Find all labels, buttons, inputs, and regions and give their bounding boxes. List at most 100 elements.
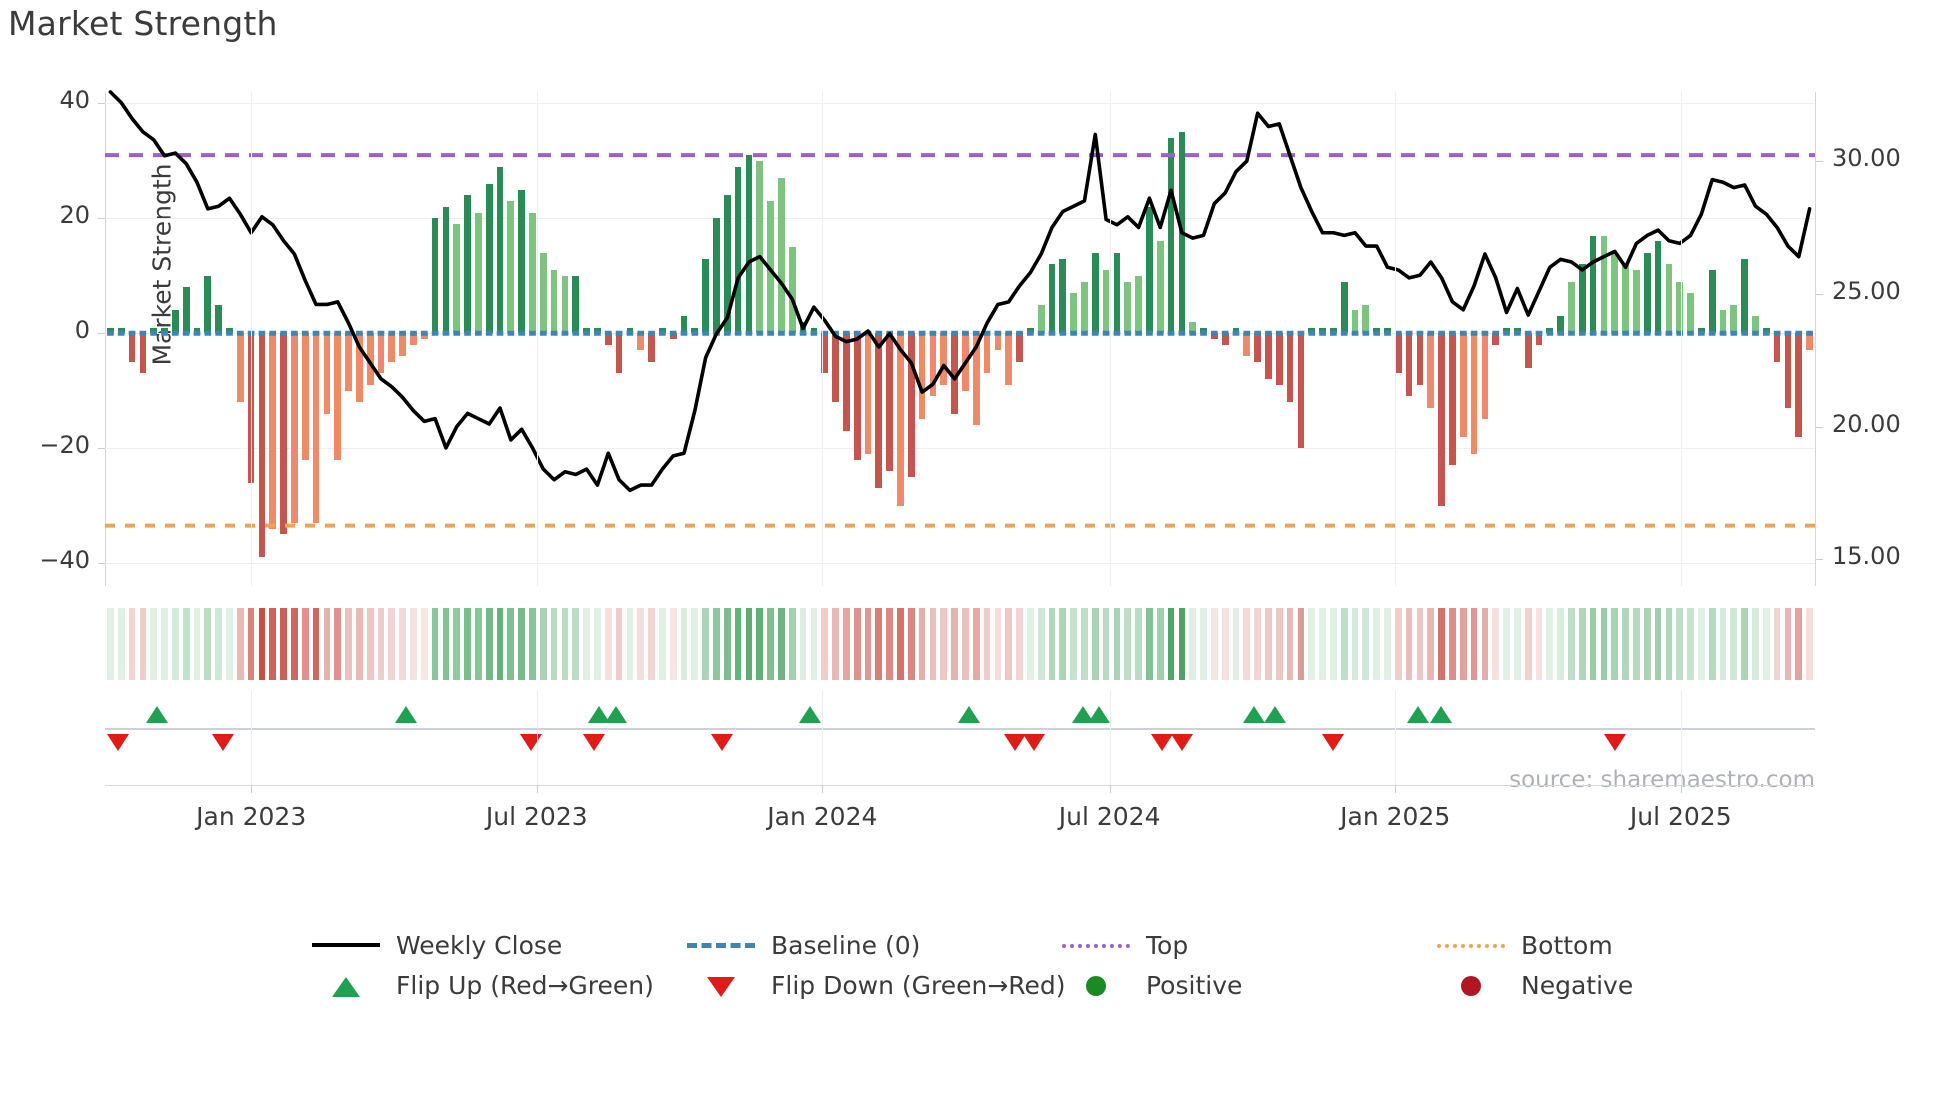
flip-up-marker [1429,706,1452,723]
heat-strip-cell [821,608,829,680]
legend-item[interactable]: Flip Down (Green→Red) [685,965,1066,1005]
heat-strip-cell [1113,608,1121,680]
heat-strip-cell [1178,608,1186,680]
legend-item[interactable]: Bottom [1435,925,1613,965]
legend-item[interactable]: Top [1060,925,1188,965]
heat-strip-cell [1795,608,1803,680]
legend-swatch-glyph [1062,944,1130,948]
heat-strip-cell [507,608,515,680]
strength-bar [1210,333,1218,339]
y-gridline [105,448,1815,450]
heat-strip-cell [875,608,883,680]
heat-strip-cell [377,608,385,680]
y-axis-left-tick-label: −20 [39,431,90,460]
heat-strip-cell [355,608,363,680]
strength-bar [1708,270,1716,334]
strength-bar [1200,327,1207,334]
heat-strip-cell [626,608,634,680]
heat-strip-cell [291,608,298,680]
heat-strip-cell [1373,608,1381,680]
strength-bar [1449,333,1456,466]
heat-strip-cell [1308,608,1316,680]
strength-bar [1091,252,1099,334]
heat-strip-cell [1524,608,1532,680]
strength-bar [897,333,904,506]
strength-bar [1037,304,1045,334]
legend-row-1: Weekly Close Baseline (0) Top Bottom [0,925,1960,965]
heat-strip-cell [128,608,136,680]
flip-down-marker [106,734,129,751]
y-gridline [105,333,1815,335]
strength-bar [832,333,839,403]
strength-bar [312,333,320,523]
x-axis-tick-label: Jan 2024 [767,802,878,831]
x-gridline-plot [536,92,538,586]
heat-strip-cell [723,608,731,680]
legend-item[interactable]: Weekly Close [310,925,562,965]
heat-strip-cell [691,608,699,680]
heat-strip-cell [1611,608,1619,680]
strength-bar [1665,264,1673,334]
x-axis-tick-mark [1395,785,1397,793]
flip-up-marker [146,706,169,723]
flip-up-marker [605,706,628,723]
strength-bar [1059,258,1067,334]
heat-strip-cell [1687,608,1694,680]
heat-strip-cell [659,608,666,680]
heat-strip-cell [853,608,861,680]
x-axis-tick-label: Jul 2025 [1629,802,1732,831]
legend-label: Flip Up (Red→Green) [396,970,654,1000]
strength-bar [691,327,699,334]
y-axis-left-tick-mark [98,103,105,105]
strength-bar [464,195,471,334]
heat-strip-cell [258,608,266,680]
legend-item[interactable]: Positive [1060,965,1242,1005]
strength-bar [1492,333,1500,345]
strength-bar [204,275,212,334]
strength-bar [107,327,114,334]
triangle-down-red-icon [685,974,757,997]
heat-strip-cell [929,608,937,680]
plot-overlay-svg [105,90,1815,528]
heat-strip-cell [1124,608,1132,680]
strength-bar [128,333,136,362]
strength-bar [864,333,872,454]
heat-strip-cell [161,608,168,680]
heat-strip-cell [843,608,850,680]
strength-bar [1297,333,1305,449]
heat-strip-cell [1330,608,1337,680]
strength-bar [951,333,958,414]
y-gridline [105,103,1815,105]
heat-strip-cell [410,608,417,680]
heat-strip-cell [139,608,147,680]
strength-bar [485,183,493,334]
strength-bar [1026,327,1034,334]
strength-bar [247,333,255,483]
legend-item[interactable]: Negative [1435,965,1633,1005]
x-gridline [1109,690,1111,785]
heat-strip-cell [1449,608,1456,680]
flip-down-marker [1321,734,1344,751]
strength-bar [1514,327,1521,334]
strength-bar [734,166,742,334]
heat-strip-cell [615,608,623,680]
flip-up-marker [1243,706,1266,723]
strength-bar [756,160,764,334]
x-axis-tick-mark [822,785,824,793]
strength-bar [972,333,980,426]
heat-strip-cell [1384,608,1391,680]
heat-strip-cell [864,608,872,680]
x-gridline [822,690,824,785]
strength-bar [1503,327,1510,334]
legend-item[interactable]: Baseline (0) [685,925,920,965]
heat-strip-cell [323,608,331,680]
x-gridline-plot [251,92,253,586]
strength-bar [843,333,850,431]
flip-down-marker [711,734,734,751]
heat-strip-cell [1167,608,1175,680]
heat-strip-cell [366,608,374,680]
strength-bar [1362,304,1370,334]
flip-up-marker [957,706,980,723]
legend-item[interactable]: Flip Up (Red→Green) [310,965,654,1005]
heat-strip-cell [962,608,969,680]
